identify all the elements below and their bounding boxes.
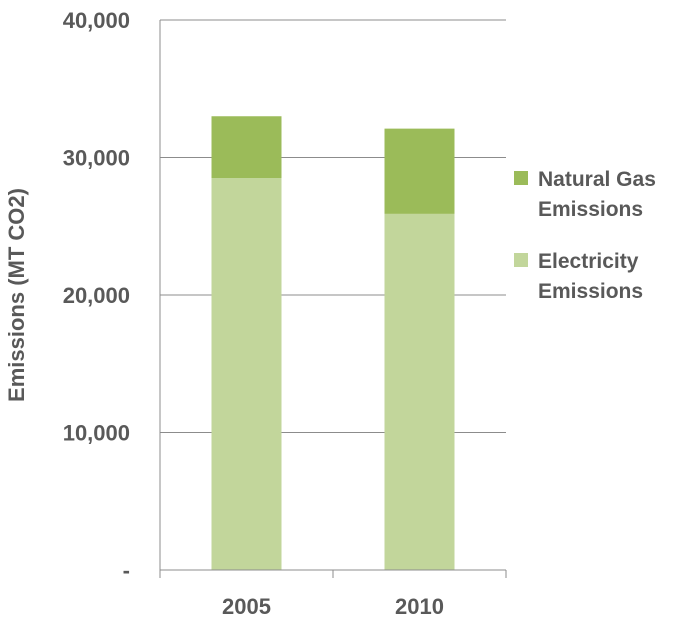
legend-swatch-natural-gas — [514, 171, 528, 185]
y-axis-title: Emissions (MT CO2) — [4, 188, 29, 402]
legend-swatch-electricity — [514, 253, 528, 267]
legend-label-natural-gas: Natural Gas Emissions — [538, 168, 656, 221]
y-tick-labels: - 10,000 20,000 30,000 40,000 — [63, 8, 130, 583]
bar-segment — [211, 178, 282, 570]
y-tick-label: 40,000 — [63, 8, 130, 33]
y-tick-label: 10,000 — [63, 421, 130, 446]
y-tick-label: - — [123, 558, 130, 583]
legend-item-electricity: Electricity Emissions — [514, 247, 674, 307]
bar-segment — [384, 213, 455, 570]
bar-segment — [384, 128, 455, 214]
y-tick-label: 30,000 — [63, 146, 130, 171]
legend-item-natural-gas: Natural Gas Emissions — [514, 165, 674, 225]
axes — [159, 20, 507, 578]
bars — [211, 116, 455, 570]
x-tick-labels: 2005 2010 — [222, 594, 444, 619]
legend: Natural Gas Emissions Electricity Emissi… — [514, 165, 674, 329]
legend-label-electricity: Electricity Emissions — [538, 250, 644, 303]
x-tick-label: 2005 — [222, 594, 271, 619]
bar-segment — [211, 116, 282, 179]
x-tick-label: 2010 — [395, 594, 444, 619]
y-tick-label: 20,000 — [63, 283, 130, 308]
